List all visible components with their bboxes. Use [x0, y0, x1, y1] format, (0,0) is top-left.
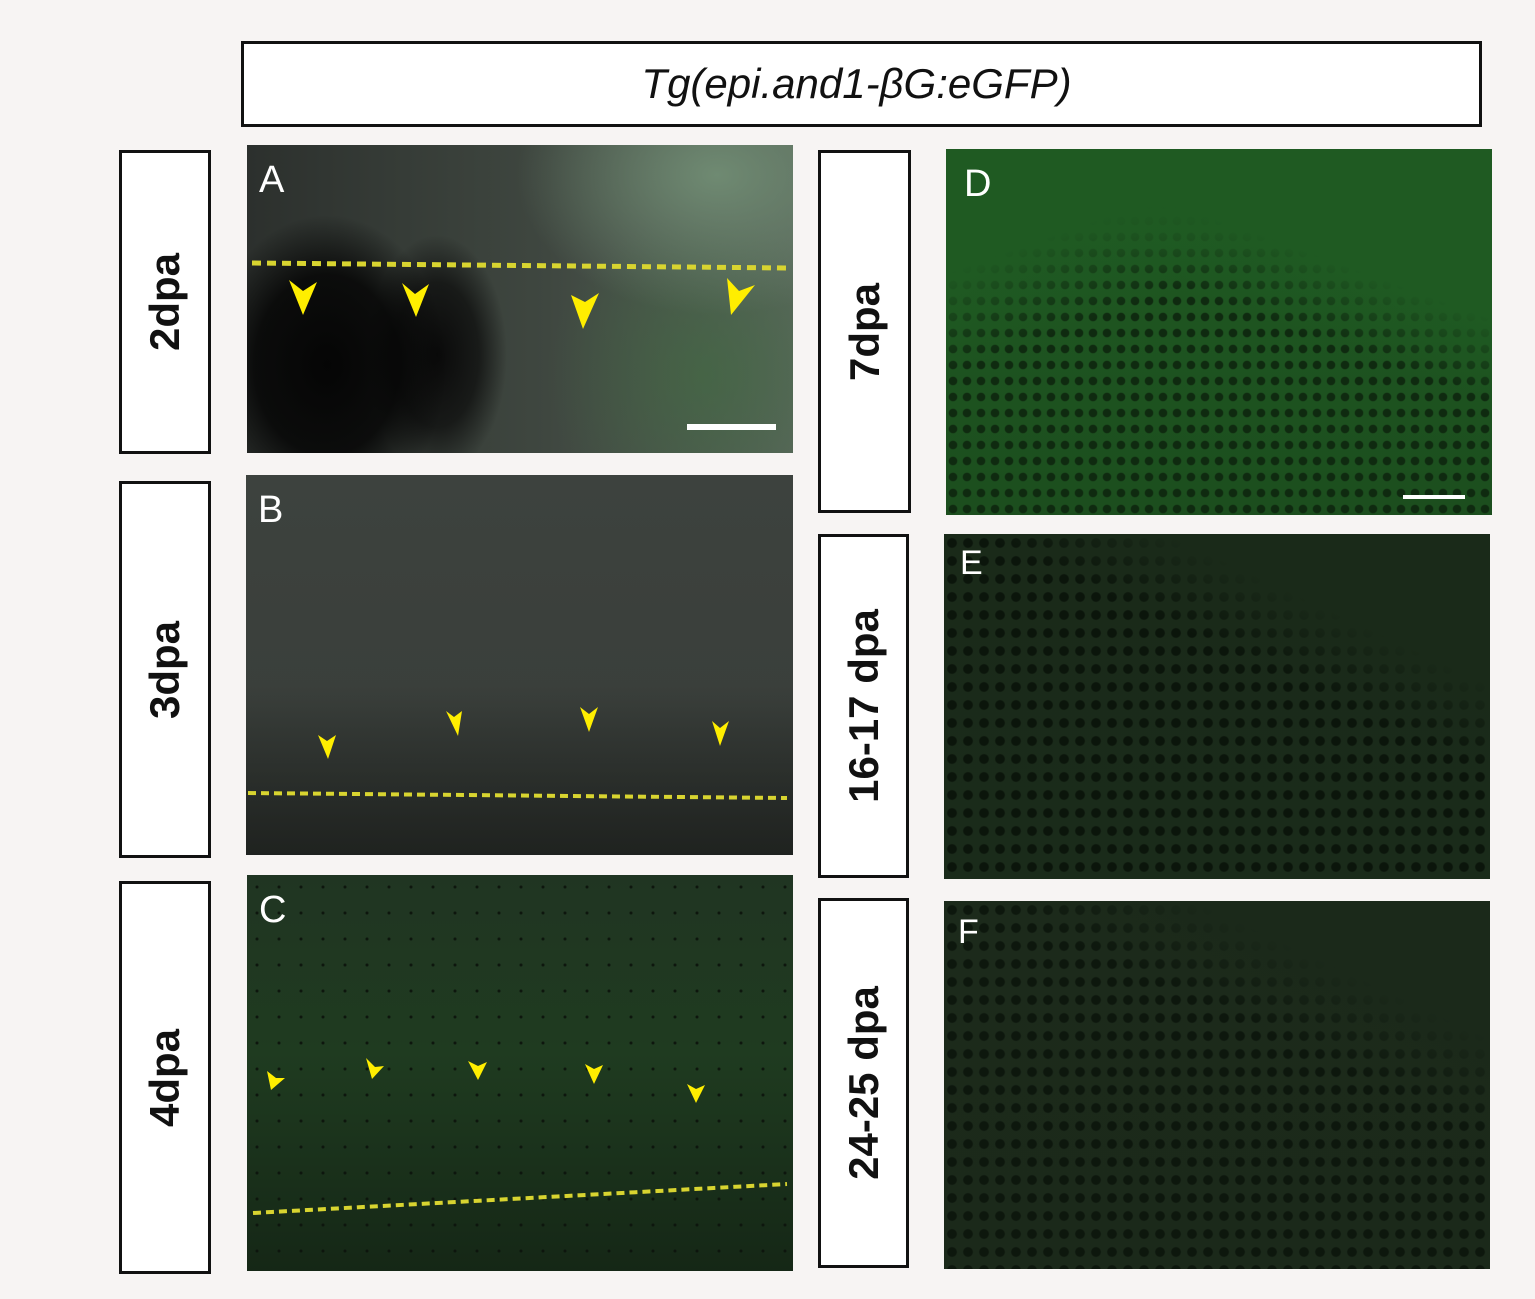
- amputation-plane-line: [252, 1182, 788, 1215]
- annotation-overlay: [251, 260, 791, 329]
- amputation-plane-line: [251, 260, 791, 271]
- arrowhead-icon: [580, 707, 598, 732]
- annotation-overlay: [252, 1058, 788, 1215]
- stage-label: 16-17 dpa: [839, 609, 887, 803]
- stage-label-box-24-25dpa: 24-25 dpa: [818, 898, 909, 1268]
- arrowhead-icon: [289, 280, 317, 315]
- arrowhead-icon: [712, 721, 729, 746]
- stage-label: 2dpa: [141, 252, 188, 352]
- micrograph-panel-e: E: [944, 534, 1490, 879]
- scale-bar: [687, 424, 776, 430]
- panel-letter: B: [258, 489, 284, 531]
- arrowhead-icon: [585, 1064, 603, 1084]
- panel-letter: F: [958, 913, 979, 951]
- stage-label-box-7dpa: 7dpa: [818, 150, 911, 513]
- panel-letter: C: [259, 889, 287, 931]
- scale-bar: [1403, 495, 1465, 499]
- arrowhead-icon: [402, 283, 429, 317]
- stage-label: 24-25 dpa: [839, 986, 887, 1180]
- amputation-plane-line: [247, 791, 788, 800]
- arrowhead-icon: [267, 1071, 285, 1090]
- arrowhead-icon: [318, 735, 336, 759]
- stage-label-box-4dpa: 4dpa: [119, 881, 211, 1274]
- arrowhead-icon: [571, 293, 599, 329]
- stage-label-box-3dpa: 3dpa: [119, 481, 211, 858]
- figure-title: Tg(epi.and1-βG:eGFP): [641, 60, 1072, 107]
- stage-label-box-16-17dpa: 16-17 dpa: [818, 534, 909, 878]
- micrograph-panel-a: A: [247, 145, 793, 453]
- stage-label: 7dpa: [840, 282, 888, 381]
- arrowhead-icon: [727, 278, 755, 315]
- stage-label-box-2dpa: 2dpa: [119, 150, 211, 454]
- stage-label: 4dpa: [141, 1028, 188, 1127]
- micrograph-panel-d: D: [946, 149, 1492, 515]
- panel-letter: A: [259, 159, 285, 201]
- arrowhead-icon: [468, 1061, 487, 1080]
- micrograph-panel-c: C: [247, 875, 793, 1271]
- fin-tissue-shading: [944, 901, 1490, 1269]
- arrowhead-icon: [446, 711, 462, 736]
- micrograph-panel-f: F: [944, 901, 1490, 1269]
- panel-letter: E: [960, 544, 983, 582]
- arrowhead-icon: [687, 1084, 705, 1103]
- arrowhead-icon: [366, 1058, 384, 1079]
- fin-tissue-shading: [944, 534, 1490, 879]
- stage-label: 3dpa: [141, 620, 188, 719]
- micrograph-panel-b: B: [246, 475, 793, 855]
- figure-title-box: Tg(epi.and1-βG:eGFP): [241, 41, 1482, 127]
- panel-letter: D: [964, 163, 992, 205]
- annotation-overlay: [247, 707, 788, 800]
- fin-tissue-shading: [946, 149, 1492, 515]
